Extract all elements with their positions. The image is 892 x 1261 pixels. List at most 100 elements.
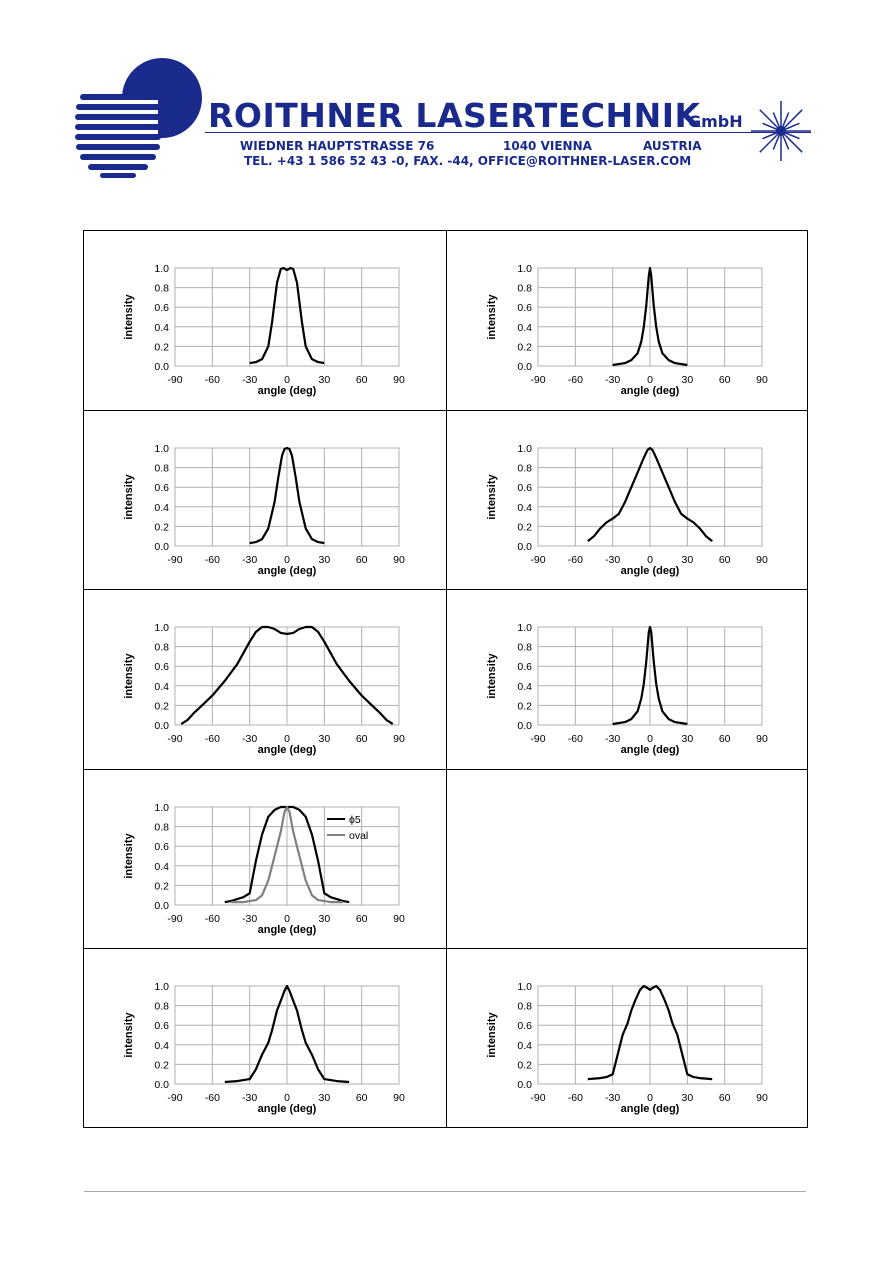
series-line-1: [587, 446, 713, 542]
y-tick-label: 0.0: [154, 900, 169, 912]
y-tick-label: 0.2: [154, 1059, 169, 1071]
empty-cell: [447, 770, 807, 948]
intensity-chart: -90 -60 -30 0 30 60 90 0.0 0.2 0.4 0.6 0.8 1.0 angle …: [486, 443, 768, 577]
y-tick-label: 0.4: [517, 681, 532, 693]
x-tick-label: -30: [242, 554, 257, 566]
y-tick-label: 0.8: [154, 1001, 169, 1013]
series-line-1: [180, 625, 394, 725]
intensity-chart: -90 -60 -30 0 30 60 90 0.0 0.2 0.4 0.6 0.8 1.0 angle …: [486, 263, 768, 397]
y-tick-label: 0.4: [517, 1040, 532, 1052]
chart-cell-5: -90 -60 -30 0 30 60 90 0.0 0.2 0.4 0.6 0.8 1.0 angle …: [84, 590, 446, 769]
table-row-divider: [84, 769, 807, 770]
x-tick-label: -90: [530, 733, 545, 745]
address-country: AUSTRIA: [643, 139, 702, 153]
x-tick-label: -90: [167, 374, 182, 386]
x-tick-label: 90: [756, 733, 768, 745]
x-tick-label: 30: [681, 554, 693, 566]
x-tick-label: 60: [356, 554, 368, 566]
y-tick-label: 0.0: [517, 361, 532, 373]
y-tick-label: 0.0: [154, 720, 169, 732]
y-tick-label: 0.0: [517, 720, 532, 732]
footer-rule: [84, 1191, 806, 1192]
intensity-chart: -90 -60 -30 0 30 60 90 0.0 0.2 0.4 0.6 0.8 1.0 angle …: [486, 622, 768, 756]
x-tick-label: 30: [318, 733, 330, 745]
x-tick-label: -90: [167, 554, 182, 566]
y-tick-label: 1.0: [154, 802, 169, 814]
x-tick-label: 0: [647, 374, 653, 386]
x-tick-label: -60: [568, 733, 583, 745]
y-tick-label: 0.2: [517, 521, 532, 533]
intensity-chart: -90 -60 -30 0 30 60 90 0.0 0.2 0.4 0.6 0.8 1.0 angle …: [123, 443, 405, 577]
company-suffix: GmbH: [688, 112, 743, 131]
y-tick-label: 0.6: [517, 661, 532, 673]
x-tick-label: 90: [756, 374, 768, 386]
x-tick-label: -90: [167, 913, 182, 925]
x-tick-label: -60: [205, 913, 220, 925]
y-tick-label: 0.8: [517, 463, 532, 475]
x-tick-label: 0: [284, 733, 290, 745]
x-tick-label: -30: [242, 374, 257, 386]
y-tick-label: 0.0: [517, 1079, 532, 1091]
x-tick-label: -30: [242, 733, 257, 745]
x-tick-label: 60: [356, 374, 368, 386]
y-tick-label: 0.8: [154, 822, 169, 834]
series-line-1: [224, 984, 350, 1084]
chart-cell-6: -90 -60 -30 0 30 60 90 0.0 0.2 0.4 0.6 0.8 1.0 angle …: [447, 590, 807, 769]
chart-cell-3: -90 -60 -30 0 30 60 90 0.0 0.2 0.4 0.6 0.8 1.0 angle …: [84, 411, 446, 589]
table-column-divider: [446, 231, 447, 1127]
x-tick-label: -30: [605, 733, 620, 745]
intensity-chart: -90 -60 -30 0 30 60 90 0.0 0.2 0.4 0.6 0.8 1.0 angle …: [123, 622, 405, 756]
y-tick-label: 0.4: [154, 681, 169, 693]
y-tick-label: 1.0: [517, 981, 532, 993]
x-tick-label: 0: [647, 733, 653, 745]
company-name: ROITHNER LASERTECHNIK: [208, 96, 701, 135]
x-axis-label: angle (deg): [258, 924, 317, 936]
y-tick-label: 0.4: [154, 1040, 169, 1052]
series-line-1: [249, 446, 325, 545]
y-tick-label: 0.2: [517, 1059, 532, 1071]
y-tick-label: 0.6: [154, 302, 169, 314]
intensity-chart: -90 -60 -30 0 30 60 90 0.0 0.2 0.4 0.6 0.8 1.0 angle …: [123, 802, 405, 936]
series-line-1: [612, 266, 688, 367]
y-tick-label: 0.2: [517, 341, 532, 353]
x-tick-label: -60: [205, 1092, 220, 1104]
x-tick-label: 90: [393, 554, 405, 566]
y-tick-label: 0.8: [154, 642, 169, 654]
x-tick-label: 0: [284, 554, 290, 566]
charts-table: -90 -60 -30 0 30 60 90 0.0 0.2 0.4 0.6 0.8 1.0 angle …: [83, 230, 808, 1128]
x-tick-label: 30: [318, 913, 330, 925]
y-tick-label: 0.0: [154, 361, 169, 373]
y-tick-label: 0.4: [517, 502, 532, 514]
table-row-divider: [84, 589, 807, 590]
y-tick-label: 0.0: [517, 541, 532, 553]
x-tick-label: -30: [605, 374, 620, 386]
x-tick-label: 30: [318, 1092, 330, 1104]
y-tick-label: 0.6: [517, 302, 532, 314]
x-tick-label: 60: [356, 913, 368, 925]
y-tick-label: 0.6: [154, 1020, 169, 1032]
y-tick-label: 0.6: [517, 482, 532, 494]
y-tick-label: 1.0: [154, 622, 169, 634]
x-tick-label: 30: [681, 733, 693, 745]
legend-entry: ϕ5: [349, 814, 361, 826]
x-tick-label: 30: [681, 374, 693, 386]
x-axis-label: angle (deg): [621, 565, 680, 577]
legend-entry: oval: [349, 830, 368, 842]
y-tick-label: 0.8: [517, 1001, 532, 1013]
x-tick-label: 0: [647, 554, 653, 566]
x-tick-label: -30: [605, 1092, 620, 1104]
y-axis-label: intensity: [486, 1012, 498, 1058]
x-axis-label: angle (deg): [621, 1103, 680, 1115]
y-tick-label: 0.6: [517, 1020, 532, 1032]
table-row-divider: [84, 410, 807, 411]
x-axis-label: angle (deg): [621, 744, 680, 756]
address-street: WIEDNER HAUPTSTRASSE 76: [240, 139, 435, 153]
x-tick-label: 90: [393, 374, 405, 386]
y-tick-label: 0.4: [154, 502, 169, 514]
x-tick-label: -60: [205, 554, 220, 566]
y-axis-label: intensity: [123, 294, 135, 340]
y-axis-label: intensity: [123, 1012, 135, 1058]
x-tick-label: 90: [756, 1092, 768, 1104]
x-tick-label: 0: [284, 913, 290, 925]
chart-cell-2: -90 -60 -30 0 30 60 90 0.0 0.2 0.4 0.6 0.8 1.0 angle …: [447, 231, 807, 410]
